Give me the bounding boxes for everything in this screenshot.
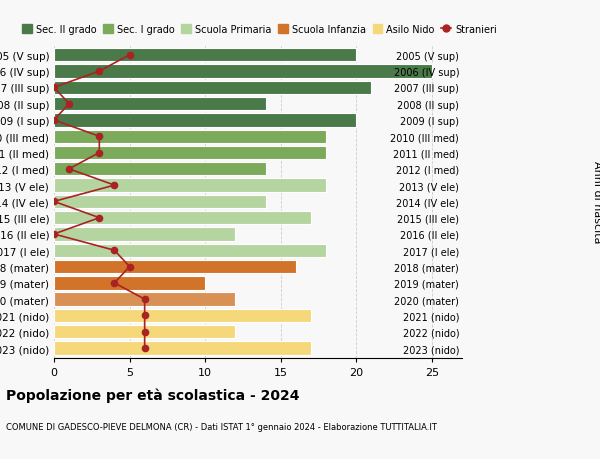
Bar [54,146,326,160]
Bar [54,260,296,274]
Bar [54,82,371,95]
Bar [54,49,356,62]
Text: Anni di nascita: Anni di nascita [592,161,600,243]
Bar [54,212,311,225]
Bar [54,228,235,241]
Bar [54,114,356,127]
Bar [54,244,326,257]
Bar [54,179,326,192]
Bar [54,130,326,144]
Legend: Sec. II grado, Sec. I grado, Scuola Primaria, Scuola Infanzia, Asilo Nido, Stran: Sec. II grado, Sec. I grado, Scuola Prim… [22,25,497,35]
Bar [54,341,311,355]
Bar [54,163,266,176]
Bar [54,309,311,322]
Bar [54,65,432,78]
Bar [54,98,266,111]
Bar [54,277,205,290]
Bar [54,293,235,306]
Text: COMUNE DI GADESCO-PIEVE DELMONA (CR) - Dati ISTAT 1° gennaio 2024 - Elaborazione: COMUNE DI GADESCO-PIEVE DELMONA (CR) - D… [6,422,437,431]
Bar [54,195,266,209]
Bar [54,325,235,339]
Text: Popolazione per età scolastica - 2024: Popolazione per età scolastica - 2024 [6,388,299,403]
